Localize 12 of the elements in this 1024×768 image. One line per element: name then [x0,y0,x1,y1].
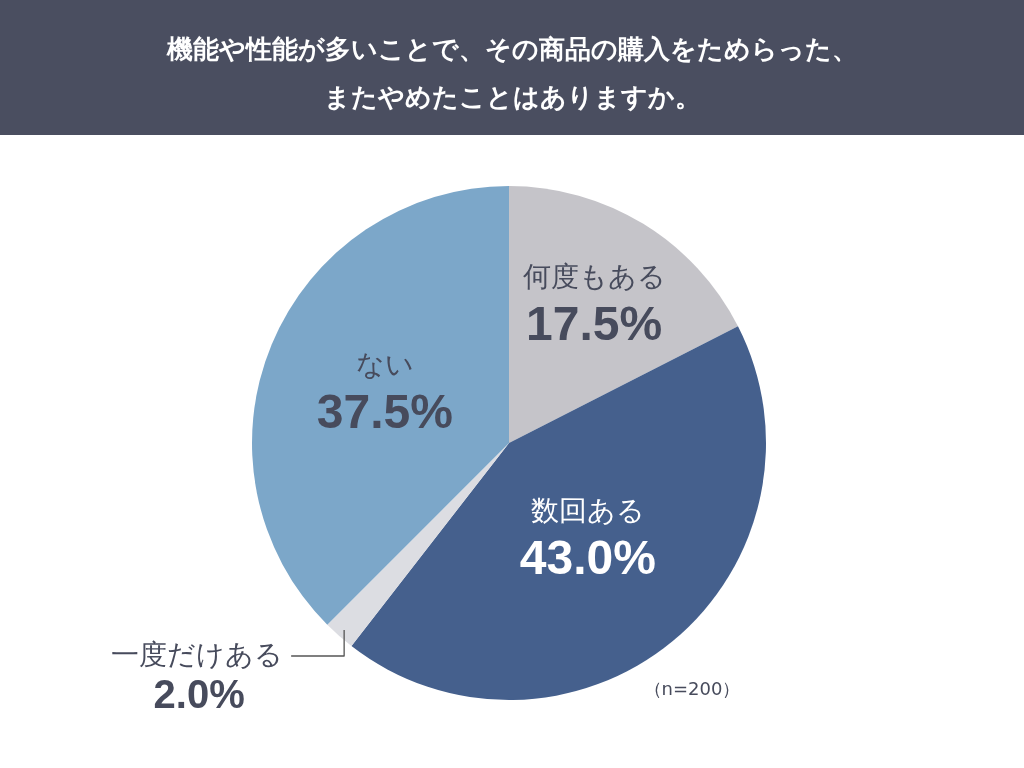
chart-title: 機能や性能が多いことで、その商品の購入をためらった、またやめたことはありますか。 [165,34,858,112]
slice-label: 数回ある [530,494,645,528]
data-label: 43.0% [519,531,656,585]
slice-label: 何度もある [522,260,666,294]
data-label: 2.0% [153,672,245,716]
pie-slice [509,186,738,443]
text: （n=200） [643,678,741,699]
data-label: 37.5% [316,384,453,438]
pie-slice [252,186,509,625]
data-label: 17.5% [526,297,663,351]
slice-label: ない [355,347,414,381]
slice-label: 一度だけある [111,638,284,671]
